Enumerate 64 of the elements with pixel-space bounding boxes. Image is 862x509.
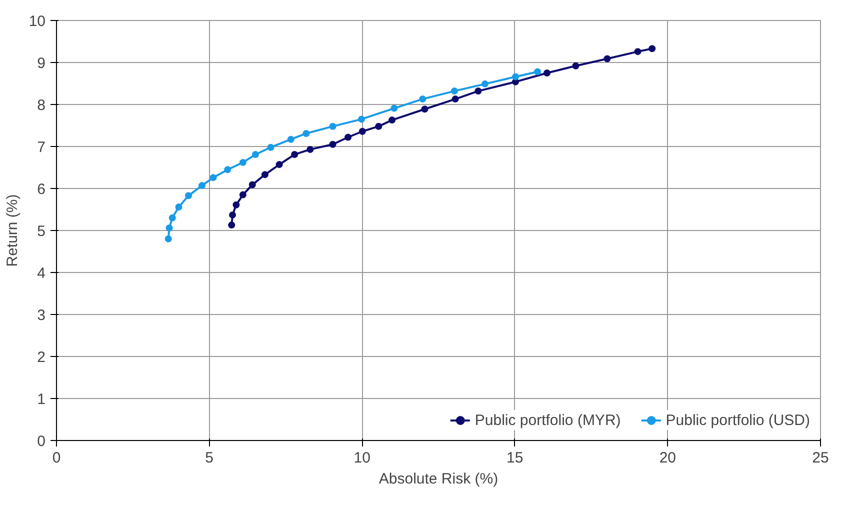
y-tick-label: 2 — [37, 349, 46, 366]
y-tick-label: 1 — [37, 391, 46, 408]
point — [375, 122, 382, 130]
point — [252, 150, 259, 158]
y-tick-label: 0 — [37, 433, 46, 450]
point — [358, 128, 366, 135]
point — [291, 150, 298, 158]
point — [232, 201, 240, 208]
y-tick-label: 8 — [37, 97, 46, 114]
y-axis-title: Return (%) — [4, 194, 21, 267]
legend-label: Public portfolio (USD) — [666, 412, 810, 428]
point — [543, 70, 550, 76]
y-tick-label: 10 — [28, 13, 46, 30]
point — [306, 146, 314, 153]
point — [261, 171, 268, 178]
point — [267, 144, 274, 151]
point — [210, 174, 217, 182]
x-tick-label: 10 — [354, 450, 370, 466]
legend-label: Public portfolio (MYR) — [474, 412, 621, 428]
x-axis-title: Absolute Risk (%) — [378, 470, 498, 488]
point — [452, 96, 459, 103]
y-tick-label: 9 — [37, 55, 46, 72]
point — [572, 62, 580, 70]
point — [276, 161, 283, 168]
point — [419, 96, 426, 103]
point — [481, 80, 488, 88]
point — [329, 122, 336, 130]
point — [648, 45, 656, 52]
point — [634, 48, 642, 56]
x-tick-label: 15 — [506, 450, 524, 466]
point — [390, 104, 398, 112]
point — [474, 88, 482, 95]
point — [287, 136, 294, 143]
x-tick-label: 20 — [659, 450, 676, 466]
point — [168, 214, 176, 222]
y-tick-label: 3 — [37, 307, 46, 324]
point — [166, 224, 173, 232]
point — [388, 116, 396, 124]
x-tick-label: 0 — [52, 450, 61, 466]
point — [534, 68, 542, 76]
point — [344, 134, 352, 141]
point — [175, 203, 182, 210]
y-tick-label: 6 — [37, 181, 46, 198]
point — [228, 222, 236, 229]
point — [302, 130, 310, 137]
point — [248, 181, 256, 188]
y-tick-label: 5 — [37, 223, 46, 240]
point — [604, 55, 611, 62]
point — [512, 73, 520, 80]
y-tick-label: 7 — [37, 139, 46, 156]
point — [239, 158, 246, 166]
point — [224, 166, 232, 174]
point — [358, 116, 365, 123]
y-tick-label: 4 — [37, 265, 46, 282]
point — [421, 106, 428, 113]
point — [329, 140, 336, 148]
point — [229, 211, 236, 218]
point — [164, 235, 172, 242]
point — [185, 192, 192, 200]
point — [450, 88, 458, 95]
x-tick-label: 5 — [205, 450, 214, 466]
point — [239, 191, 246, 198]
x-tick-label: 25 — [812, 450, 829, 466]
point — [198, 182, 206, 190]
